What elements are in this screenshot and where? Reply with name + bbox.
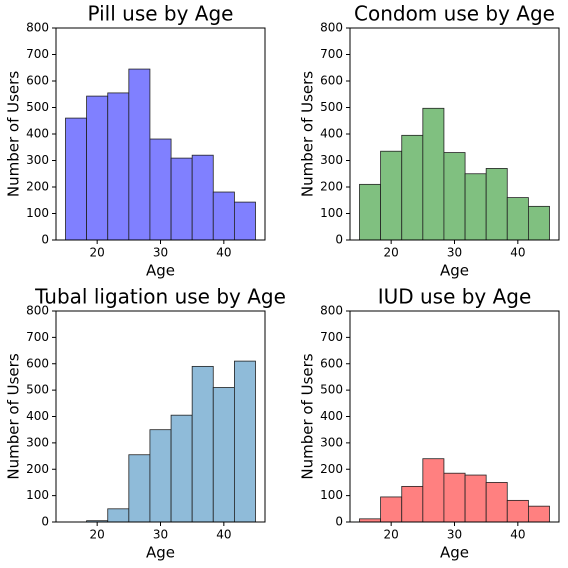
bar: [443, 472, 466, 523]
bar: [191, 365, 214, 523]
bar: [191, 154, 214, 241]
y-tick-label: 400: [320, 409, 343, 423]
x-axis-label: Age: [146, 262, 175, 280]
x-tick-label: 40: [216, 246, 231, 260]
bar: [401, 485, 424, 523]
x-tick-label: 40: [510, 528, 525, 542]
bar: [464, 173, 487, 241]
y-tick-label: 400: [26, 409, 49, 423]
bar: [86, 95, 109, 241]
bar: [128, 68, 151, 241]
x-tick-label: 20: [384, 246, 399, 260]
bar: [234, 360, 256, 523]
y-tick-label: 500: [26, 383, 49, 397]
bar: [359, 183, 381, 241]
y-tick-label: 400: [320, 127, 343, 141]
y-axis-label: Number of Users: [299, 353, 317, 479]
y-tick-label: 100: [26, 206, 49, 220]
y-tick-label: 200: [26, 462, 49, 476]
x-tick-label: 20: [90, 528, 105, 542]
y-tick-label: 300: [26, 153, 49, 167]
y-tick-label: 700: [26, 47, 49, 61]
bar: [485, 168, 508, 241]
bar: [107, 508, 130, 523]
bar: [528, 205, 550, 241]
y-tick-label: 800: [320, 304, 343, 318]
y-tick-label: 200: [320, 462, 343, 476]
y-tick-label: 100: [26, 488, 49, 502]
y-tick-label: 500: [320, 100, 343, 114]
bar: [485, 482, 508, 523]
y-tick-label: 200: [26, 180, 49, 194]
x-tick-label: 20: [384, 528, 399, 542]
y-tick-label: 700: [26, 330, 49, 344]
y-tick-label: 300: [26, 435, 49, 449]
bar: [234, 201, 256, 241]
x-tick-label: 30: [153, 528, 168, 542]
x-axis-label: Age: [440, 544, 469, 562]
bar: [170, 157, 193, 241]
y-tick-label: 0: [335, 233, 343, 247]
bar: [212, 387, 235, 523]
bar: [149, 429, 172, 523]
bar: [464, 474, 487, 523]
bar: [506, 499, 529, 523]
bar: [149, 138, 172, 241]
y-tick-label: 600: [320, 74, 343, 88]
bar: [380, 150, 403, 241]
x-tick-label: 30: [447, 528, 462, 542]
x-axis-label: Age: [440, 262, 469, 280]
y-axis-label: Number of Users: [5, 71, 23, 197]
bar: [506, 197, 529, 241]
y-tick-label: 300: [320, 153, 343, 167]
y-tick-label: 600: [26, 74, 49, 88]
x-tick-label: 20: [90, 246, 105, 260]
x-tick-label: 30: [447, 246, 462, 260]
bar: [443, 152, 466, 241]
bar: [128, 454, 151, 523]
x-tick-label: 40: [510, 246, 525, 260]
chart-title: Pill use by Age: [88, 2, 234, 26]
bar: [65, 117, 87, 241]
chart-title: Tubal ligation use by Age: [34, 285, 286, 309]
y-tick-label: 700: [320, 330, 343, 344]
bar: [422, 458, 445, 523]
y-tick-label: 0: [41, 233, 49, 247]
y-tick-label: 400: [26, 127, 49, 141]
x-tick-label: 30: [153, 246, 168, 260]
bar: [107, 92, 130, 241]
y-tick-label: 800: [320, 21, 343, 35]
y-tick-label: 500: [320, 383, 343, 397]
y-tick-label: 300: [320, 435, 343, 449]
bar: [422, 107, 445, 241]
y-tick-label: 0: [41, 515, 49, 529]
chart-title: Condom use by Age: [354, 2, 555, 26]
chart-title: IUD use by Age: [378, 285, 532, 309]
y-tick-label: 100: [320, 488, 343, 502]
y-tick-label: 800: [26, 304, 49, 318]
y-axis-label: Number of Users: [299, 71, 317, 197]
y-tick-label: 200: [320, 180, 343, 194]
y-tick-label: 800: [26, 21, 49, 35]
bar: [528, 505, 550, 523]
bar: [212, 191, 235, 241]
bar: [170, 414, 193, 523]
x-tick-label: 40: [216, 528, 231, 542]
x-axis-label: Age: [146, 544, 175, 562]
y-tick-label: 100: [320, 206, 343, 220]
y-tick-label: 500: [26, 100, 49, 114]
y-tick-label: 700: [320, 47, 343, 61]
y-tick-label: 600: [320, 356, 343, 370]
bar: [401, 134, 424, 241]
bar: [380, 496, 403, 523]
y-tick-label: 0: [335, 515, 343, 529]
y-axis-label: Number of Users: [5, 353, 23, 479]
y-tick-label: 600: [26, 356, 49, 370]
